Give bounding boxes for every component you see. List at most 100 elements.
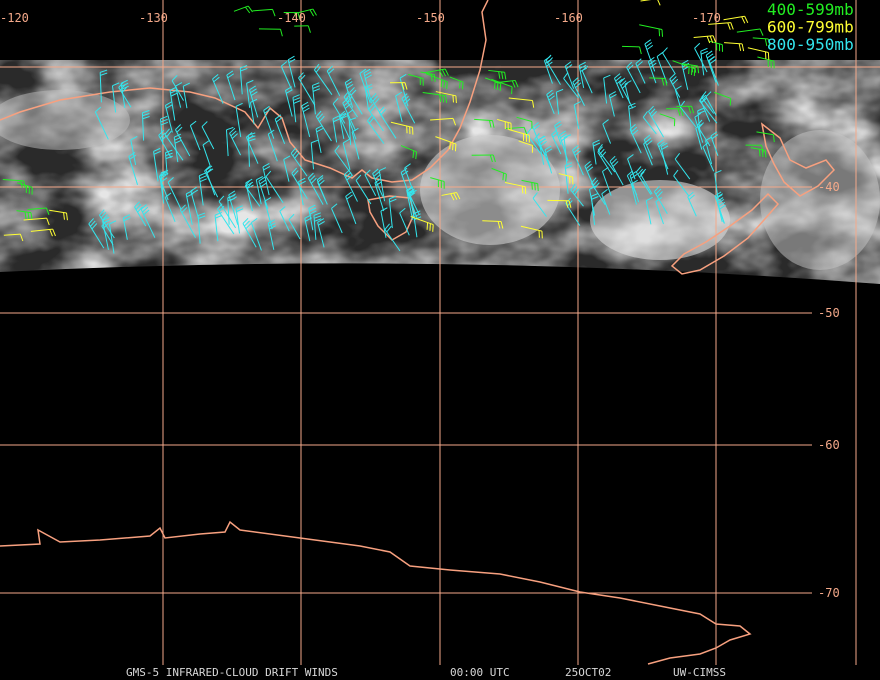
wind-barb xyxy=(504,181,527,194)
wind-barb xyxy=(368,103,384,132)
barb-feather xyxy=(317,177,324,183)
latitude-label: -50 xyxy=(818,306,840,320)
barb-feather xyxy=(764,38,768,47)
barb-feather xyxy=(389,195,397,200)
barb-feather xyxy=(339,112,347,117)
barb-feather xyxy=(498,71,501,79)
barb-feather xyxy=(331,203,338,209)
barb-feather xyxy=(346,194,353,200)
wind-barb xyxy=(338,110,351,140)
barb-feather xyxy=(339,115,347,120)
wind-barb xyxy=(714,91,732,106)
barb-staff xyxy=(705,55,717,83)
wind-barb xyxy=(380,207,388,238)
barb-feather xyxy=(309,210,317,215)
barb-feather xyxy=(697,107,705,112)
wind-barb xyxy=(425,73,448,90)
barb-staff xyxy=(263,110,275,139)
barb-feather xyxy=(159,132,166,139)
barb-feather xyxy=(317,218,325,223)
wind-barb xyxy=(102,216,110,250)
barb-staff xyxy=(315,128,322,154)
barb-staff xyxy=(673,175,690,197)
new-zealand-north xyxy=(760,122,836,197)
wind-barb xyxy=(315,125,324,154)
barb-feather xyxy=(655,197,663,203)
barb-feather xyxy=(109,220,117,225)
barb-feather xyxy=(345,93,351,100)
barb-feather xyxy=(539,138,546,144)
wind-barb xyxy=(745,144,764,153)
barb-staff xyxy=(182,86,188,109)
barb-feather xyxy=(395,91,403,97)
wind-barb xyxy=(164,192,176,222)
barb-feather xyxy=(589,185,597,190)
wind-barb xyxy=(715,193,723,223)
wind-barb xyxy=(229,127,242,156)
barb-feather xyxy=(52,228,56,237)
wind-barb xyxy=(613,73,624,99)
barb-feather xyxy=(718,201,726,207)
barb-staff xyxy=(508,97,533,101)
barb-staff xyxy=(30,228,53,232)
wind-barb xyxy=(554,121,562,145)
wind-barb xyxy=(298,177,306,206)
barb-staff xyxy=(714,173,719,197)
wind-barb xyxy=(508,128,530,143)
barb-feather xyxy=(186,193,194,198)
barb-feather xyxy=(635,166,642,173)
barb-feather xyxy=(175,82,183,87)
barb-staff xyxy=(374,182,385,212)
barb-staff xyxy=(101,225,114,246)
barb-feather xyxy=(269,225,277,230)
barb-feather xyxy=(137,206,143,213)
barb-feather xyxy=(45,207,50,215)
barb-feather xyxy=(333,118,341,123)
legend-entry: 400-599mb xyxy=(767,0,854,19)
barb-staff xyxy=(643,143,653,166)
wind-barb xyxy=(175,82,183,108)
barb-feather xyxy=(433,74,436,82)
barb-feather xyxy=(443,80,445,89)
barb-feather xyxy=(705,136,713,142)
wind-barb xyxy=(647,56,657,84)
barb-feather xyxy=(441,69,446,77)
barb-feather xyxy=(545,148,553,154)
wind-barb xyxy=(674,153,691,180)
barb-feather xyxy=(364,71,372,77)
wind-barb xyxy=(404,163,415,194)
barb-staff xyxy=(430,177,445,182)
barb-feather xyxy=(609,155,616,162)
barb-feather xyxy=(688,194,695,201)
barb-staff xyxy=(164,105,173,133)
barb-staff xyxy=(244,185,261,207)
barb-feather xyxy=(693,68,696,77)
barb-feather xyxy=(185,190,193,195)
wind-barb xyxy=(202,140,211,167)
wind-barb xyxy=(642,111,657,135)
barb-feather xyxy=(180,204,186,211)
barb-staff xyxy=(338,115,351,140)
barb-feather xyxy=(717,198,725,204)
wind-barb xyxy=(747,47,770,60)
barb-feather xyxy=(301,101,309,107)
barb-staff xyxy=(226,74,236,101)
barb-staff xyxy=(640,0,652,2)
barb-feather xyxy=(592,139,600,144)
barb-feather xyxy=(349,87,355,94)
wind-barb xyxy=(708,22,734,30)
wind-barb xyxy=(750,147,767,158)
wind-barb xyxy=(572,145,584,176)
wind-barb xyxy=(659,113,676,127)
barb-feather xyxy=(49,229,53,237)
wind-barb xyxy=(189,120,201,151)
barb-feather xyxy=(547,92,554,98)
barb-feather xyxy=(675,85,682,91)
wind-barb xyxy=(723,15,749,24)
barb-feather xyxy=(430,73,433,82)
barb-feather xyxy=(142,115,150,120)
wind-barb xyxy=(128,151,139,185)
barb-feather xyxy=(532,192,538,199)
barb-feather xyxy=(714,169,722,174)
barb-feather xyxy=(313,212,321,216)
